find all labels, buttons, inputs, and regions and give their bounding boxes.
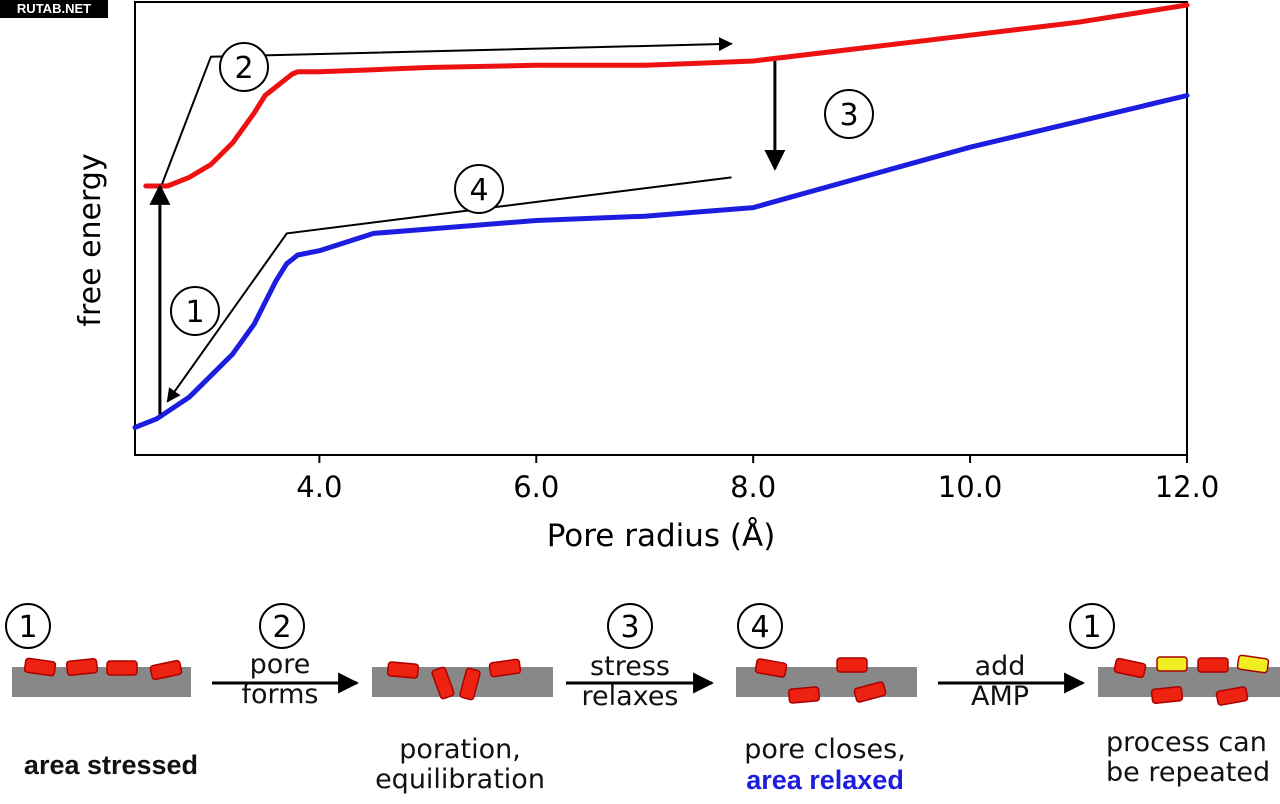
peptide (754, 658, 788, 678)
peptide (488, 658, 522, 678)
state-line: equilibration (375, 764, 545, 795)
cycle-step-3-label: 3 (620, 610, 639, 645)
peptide (1150, 686, 1184, 704)
cycle-step-3-circle (607, 603, 653, 649)
step-badge-2-label: 2 (234, 51, 253, 86)
peptide (853, 681, 887, 703)
cycle-step-4-circle (737, 603, 783, 649)
peptide (787, 686, 821, 704)
cycle-step-1-label: 1 (1082, 610, 1101, 645)
arrow-label-line: pore (249, 649, 311, 680)
step-arrow-4 (166, 176, 732, 403)
state-area-relaxed: area relaxed (746, 765, 904, 795)
y-axis-label: free energy (73, 153, 108, 326)
peptide (149, 659, 183, 681)
state-area-stressed: area stressed (23, 750, 199, 780)
arrow-label-line: add (974, 651, 1026, 682)
peptide (1197, 657, 1229, 673)
step-badge-2-circle (219, 42, 269, 92)
peptide (431, 666, 455, 700)
step-badge-3-circle (824, 89, 874, 139)
amp-peptide (1236, 654, 1270, 674)
state-poration: poration, equilibration (345, 735, 575, 795)
cycle-step-2-circle (259, 603, 305, 649)
state-line: be repeated (1106, 757, 1271, 788)
arrow-label-line: AMP (970, 681, 1030, 712)
peptide (386, 661, 420, 679)
step-badge-4-circle (454, 164, 504, 214)
arrow-label-add-amp: add AMP (945, 652, 1055, 712)
plot-frame (134, 1, 1188, 456)
x-tick-label: 6.0 (513, 470, 559, 504)
state-line: pore closes, (744, 734, 906, 765)
step-arrows: 2 3 4 1 (149, 37, 874, 415)
state-process-repeated: process can be repeated (1106, 728, 1280, 788)
step-arrow-2 (161, 37, 733, 185)
watermark: RUTAB.NET (0, 0, 108, 18)
x-tick-label: 8.0 (730, 470, 776, 504)
peptide (1113, 657, 1147, 679)
x-tick-label: 12.0 (1155, 470, 1220, 504)
x-tick-label: 10.0 (938, 470, 1003, 504)
peptide (106, 660, 138, 676)
peptide (1215, 686, 1249, 706)
arrow-label-pore-forms: pore forms (220, 650, 340, 710)
series-line-1 (143, 2, 1190, 189)
step-badge-1-label: 1 (185, 295, 204, 330)
arrow-label-line: forms (241, 679, 319, 710)
x-tick-label: 4.0 (296, 470, 342, 504)
step-badge-4-label: 4 (469, 173, 488, 208)
cycle-step-1-circle (1069, 603, 1115, 649)
arrow-label-line: stress (590, 651, 670, 682)
step-badge-1-circle (170, 286, 220, 336)
arrow-label-stress-relaxes: stress relaxes (565, 652, 695, 712)
state-line: poration, (399, 734, 521, 765)
x-ticks: 4.0 6.0 8.0 10.0 12.0 (296, 455, 1219, 504)
peptide (459, 667, 481, 701)
step-badge-3-label: 3 (839, 98, 858, 133)
peptide (23, 657, 57, 677)
peptide (836, 657, 868, 673)
cycle-step-2-label: 2 (272, 610, 291, 645)
series-group (132, 2, 1190, 430)
state-line: process can (1106, 727, 1267, 758)
x-axis-label: Pore radius (Å) (547, 518, 776, 554)
cycle-step-4-label: 4 (750, 610, 769, 645)
cycle-diagram: 1 2 3 4 1 (5, 603, 1280, 706)
amp-peptide (1156, 656, 1188, 672)
cycle-step-1-label: 1 (18, 610, 37, 645)
peptide (65, 658, 99, 676)
state-pore-closes: pore closes, area relaxed (715, 734, 935, 796)
arrow-label-line: relaxes (581, 681, 679, 712)
cycle-step-1-circle (5, 603, 51, 649)
series-line-2 (132, 93, 1190, 430)
